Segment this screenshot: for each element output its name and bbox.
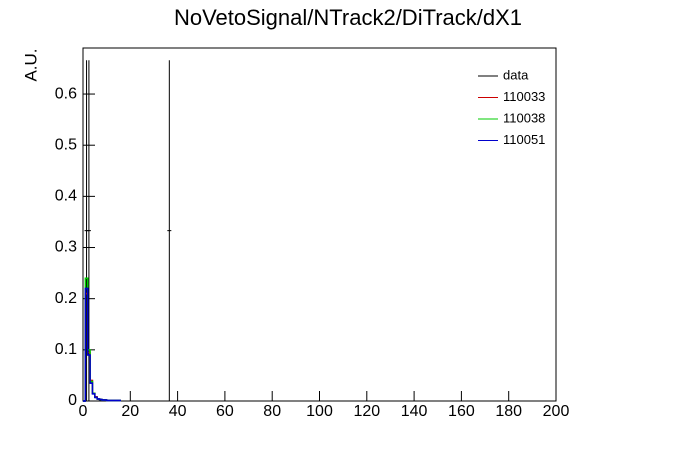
y-tick-label: 0.3 [55,239,77,256]
y-tick-label: 0.5 [55,136,77,153]
histogram-connector [83,287,121,402]
x-tick-label: 40 [169,403,187,420]
x-tick-label: 0 [79,403,88,420]
x-tick-label: 180 [495,403,522,420]
legend-label: 110033 [503,89,545,104]
legend-label: 110038 [503,110,545,125]
y-axis-label: A.U. [21,48,40,81]
legend-label: 110051 [503,132,545,147]
x-tick-label: 140 [401,403,428,420]
y-tick-label: 0.6 [55,85,77,102]
chart-title: NoVetoSignal/NTrack2/DiTrack/dX1 [174,5,522,30]
legend-label: data [503,67,529,82]
y-tick-label: 0 [68,392,77,409]
y-tick-label: 0.2 [55,290,77,307]
x-tick-label: 80 [263,403,281,420]
x-tick-label: 160 [448,403,475,420]
x-tick-label: 200 [543,403,570,420]
y-tick-label: 0.4 [55,188,77,205]
x-tick-label: 120 [353,403,380,420]
x-tick-label: 100 [306,403,333,420]
x-tick-label: 60 [216,403,234,420]
y-tick-label: 0.1 [55,341,77,358]
x-tick-label: 20 [121,403,139,420]
